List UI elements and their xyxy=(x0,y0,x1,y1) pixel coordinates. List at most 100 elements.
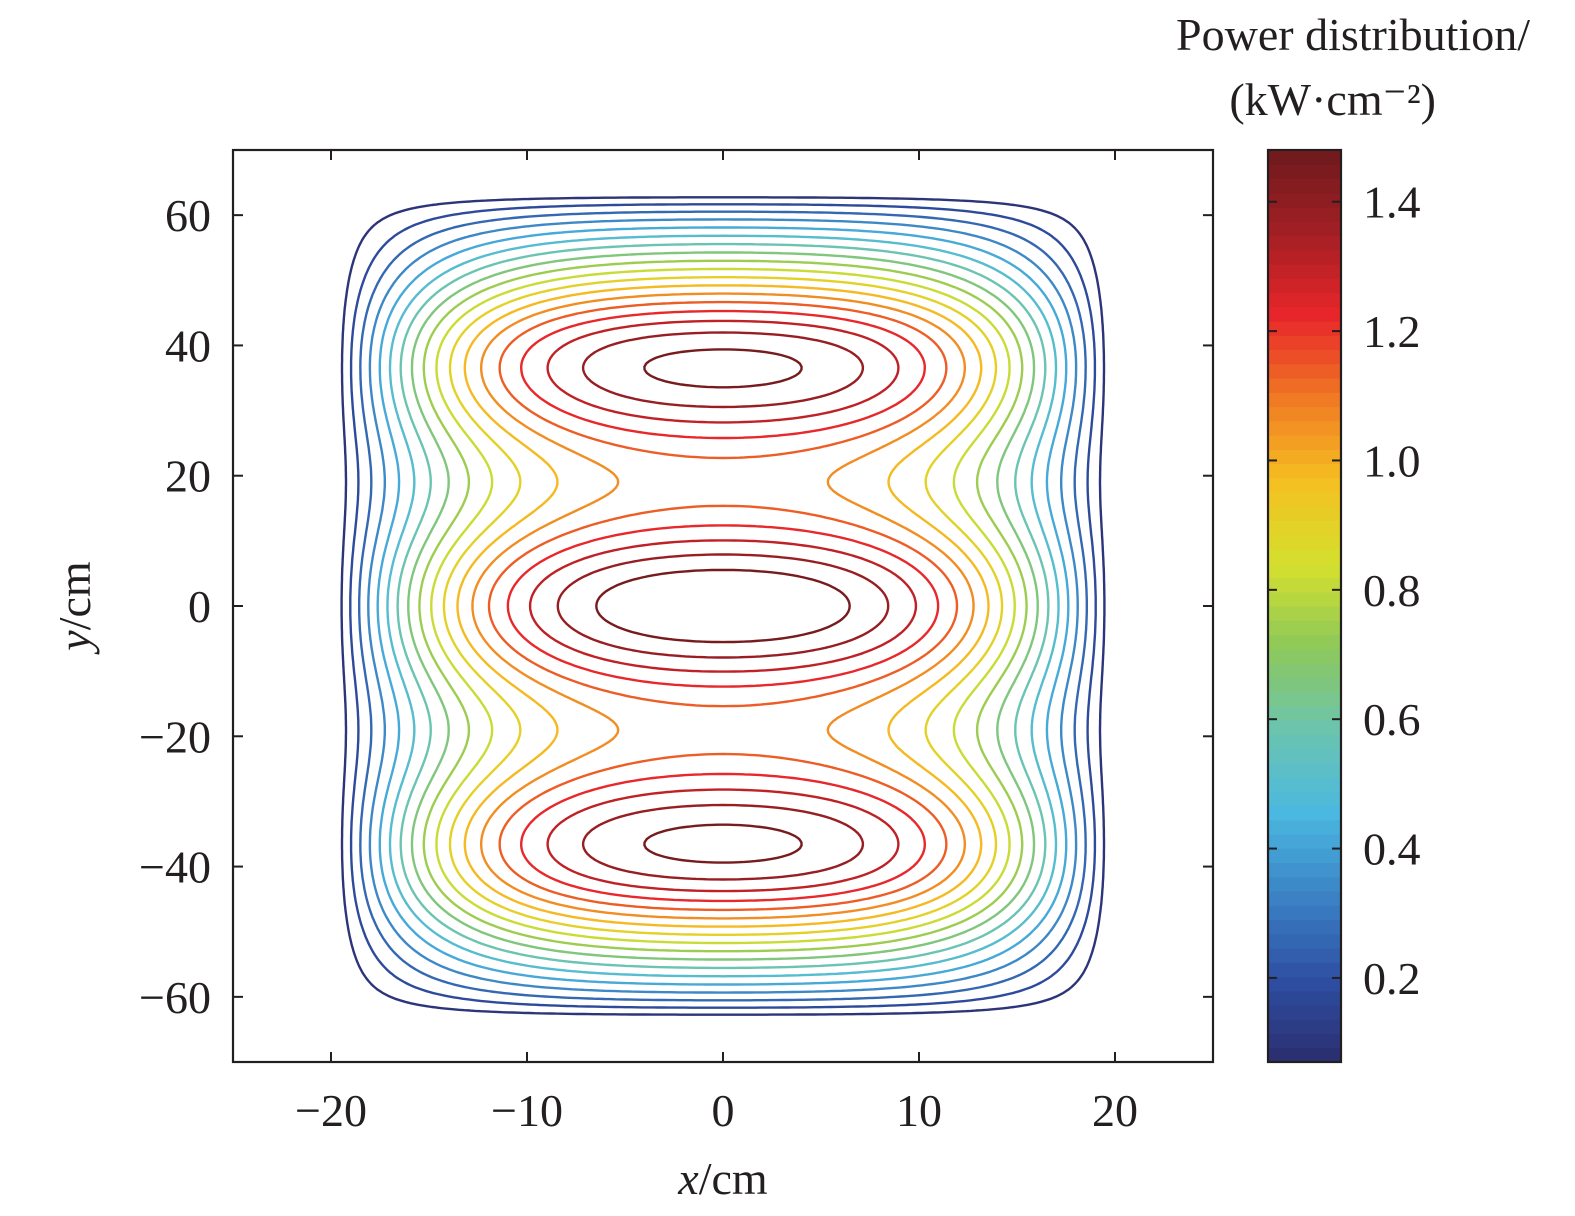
colorbar-strip xyxy=(1268,549,1341,564)
contour-line xyxy=(358,210,1088,1002)
y-axis-var: y xyxy=(49,630,100,655)
colorbar-strip xyxy=(1268,762,1341,778)
x-axis-unit: /cm xyxy=(699,1153,768,1204)
contour-line xyxy=(506,309,940,903)
colorbar-tick-label: 1.4 xyxy=(1363,177,1421,228)
y-tick-label: −60 xyxy=(139,972,211,1023)
colorbar-strip xyxy=(1268,563,1341,579)
x-tick-label: −10 xyxy=(491,1085,563,1136)
colorbar-ticks: 0.2 0.4 0.6 0.8 1.0 1.2 1.4 xyxy=(1268,177,1421,1004)
colorbar-strip xyxy=(1268,591,1341,607)
colorbar-strip xyxy=(1268,876,1341,892)
y-axis-title: y/cm xyxy=(49,561,100,655)
colorbar-tick-label: 0.6 xyxy=(1363,694,1421,745)
contour-line xyxy=(407,251,1039,961)
colorbar-tick-label: 0.4 xyxy=(1363,824,1421,875)
colorbar-frame xyxy=(1266,148,1343,1064)
x-axis-title: x/cm xyxy=(677,1153,768,1204)
x-tick-label: 0 xyxy=(712,1085,735,1136)
colorbar-strip xyxy=(1268,492,1341,507)
contour-lines xyxy=(340,196,1106,1016)
colorbar-strip xyxy=(1268,791,1341,807)
colorbar-strip xyxy=(1268,477,1341,493)
x-tick-label: −20 xyxy=(295,1085,367,1136)
colorbar-strip xyxy=(1268,406,1341,422)
colorbar-strip xyxy=(1268,891,1341,906)
contour-line xyxy=(386,234,1060,978)
colorbar-strip xyxy=(1268,363,1341,379)
colorbar-strip xyxy=(1268,648,1341,664)
colorbar-strip xyxy=(1268,948,1341,963)
colorbar-strip xyxy=(1268,834,1341,849)
colorbar-strip xyxy=(1268,164,1341,180)
colorbar-strip xyxy=(1268,1005,1341,1020)
y-axis-unit: /cm xyxy=(49,561,100,630)
colorbar-strip xyxy=(1268,449,1341,465)
colorbar-strip xyxy=(1268,292,1341,308)
colorbar-strip xyxy=(1268,720,1341,735)
colorbar-strip xyxy=(1268,306,1341,322)
contour-line xyxy=(595,348,851,864)
colorbar-title-line1: Power distribution/ xyxy=(1176,9,1530,60)
colorbar-strip xyxy=(1268,178,1341,194)
contour-line xyxy=(442,276,1004,936)
colorbar-tick-label: 0.8 xyxy=(1363,565,1421,616)
colorbar-strip xyxy=(1268,848,1341,864)
colorbar-strip xyxy=(1268,335,1341,351)
colorbar-strip xyxy=(1268,905,1341,921)
contour-line xyxy=(418,259,1028,953)
contour-line xyxy=(471,292,975,920)
colorbar: 0.2 0.4 0.6 0.8 1.0 1.2 1.4 xyxy=(1266,148,1421,1064)
colorbar-strip xyxy=(1268,207,1341,222)
colorbar-strip xyxy=(1268,734,1341,750)
colorbar-strip xyxy=(1268,463,1341,479)
y-axis: −60 −40 −20 0 20 40 60 xyxy=(139,190,1213,1023)
contour-line xyxy=(376,226,1070,986)
colorbar-gradient xyxy=(1268,150,1341,1063)
contour-line xyxy=(396,242,1050,970)
colorbar-strip xyxy=(1268,663,1341,678)
y-tick-label: 60 xyxy=(165,190,211,241)
plot-area: −20 −10 0 10 20 −60 −40 −20 0 20 40 60 xyxy=(139,148,1215,1136)
colorbar-strip xyxy=(1268,748,1341,764)
colorbar-strip xyxy=(1268,962,1341,978)
colorbar-strip xyxy=(1268,534,1341,550)
colorbar-strip xyxy=(1268,1019,1341,1035)
colorbar-tick-label: 0.2 xyxy=(1363,953,1421,1004)
colorbar-strip xyxy=(1268,235,1341,251)
contour-line xyxy=(349,203,1097,1009)
colorbar-strip xyxy=(1268,378,1341,393)
colorbar-strip xyxy=(1268,520,1341,536)
plot-frame xyxy=(231,148,1215,1064)
colorbar-tick-label: 1.0 xyxy=(1363,435,1421,486)
colorbar-strip xyxy=(1268,506,1341,522)
colorbar-strip xyxy=(1268,634,1341,650)
colorbar-strip xyxy=(1268,435,1341,450)
contour-line xyxy=(367,218,1079,994)
contour-line xyxy=(487,300,959,912)
y-tick-label: −20 xyxy=(139,711,211,762)
colorbar-strip xyxy=(1268,691,1341,707)
colorbar-strip xyxy=(1268,420,1341,436)
colorbar-strip xyxy=(1268,264,1341,279)
colorbar-strip xyxy=(1268,321,1341,336)
colorbar-strip xyxy=(1268,805,1341,821)
colorbar-strip xyxy=(1268,150,1341,165)
colorbar-strip xyxy=(1268,1047,1341,1063)
y-tick-label: 0 xyxy=(188,581,211,632)
colorbar-strip xyxy=(1268,278,1341,294)
colorbar-strip xyxy=(1268,192,1341,208)
colorbar-strip xyxy=(1268,606,1341,621)
colorbar-strip xyxy=(1268,933,1341,949)
colorbar-strip xyxy=(1268,392,1341,408)
x-tick-label: 10 xyxy=(896,1085,942,1136)
contour-line xyxy=(556,331,890,881)
x-axis: −20 −10 0 10 20 xyxy=(295,150,1138,1136)
colorbar-strip xyxy=(1268,677,1341,693)
colorbar-tick-label: 1.2 xyxy=(1363,306,1421,357)
y-tick-label: 20 xyxy=(165,451,211,502)
colorbar-strip xyxy=(1268,577,1341,593)
contour-line xyxy=(340,196,1106,1016)
contour-line xyxy=(528,319,918,893)
